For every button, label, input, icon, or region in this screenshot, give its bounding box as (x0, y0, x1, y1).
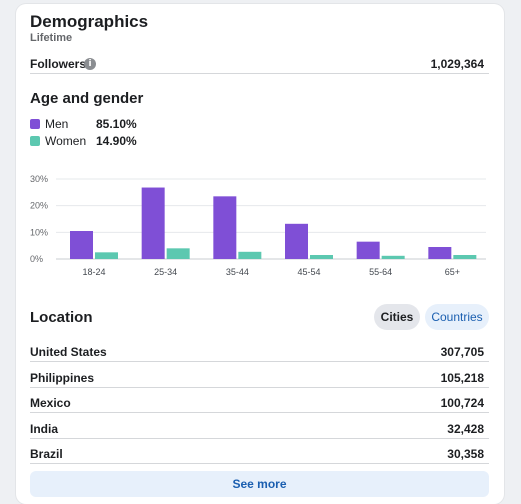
followers-label: Followers (30, 57, 87, 71)
location-row-name: Brazil (30, 447, 63, 462)
bar-men-65+ (428, 247, 452, 259)
bar-women-35-44 (238, 251, 262, 259)
page-title: Demographics (30, 12, 149, 31)
tab-cities[interactable]: Cities (374, 304, 420, 330)
location-row-value: 307,705 (440, 345, 484, 359)
legend-label-men: Men (45, 117, 69, 131)
page-subtitle: Lifetime (30, 32, 73, 44)
divider (30, 73, 489, 74)
location-row-name: Philippines (30, 370, 95, 385)
divider (30, 412, 489, 414)
see-more-button[interactable]: See more (30, 471, 489, 497)
bar-men-18-24 (70, 231, 93, 259)
location-row-name: India (30, 421, 59, 436)
legend-swatch-women (30, 136, 40, 146)
bar-men-45-54 (285, 223, 308, 259)
bar-women-18-24 (95, 252, 118, 259)
bar-men-25-34 (141, 187, 165, 259)
x-tick-label: 35-44 (226, 267, 249, 277)
bar-men-55-64 (356, 241, 380, 259)
legend-value-women: 14.90% (96, 134, 137, 148)
bar-women-25-34 (166, 248, 190, 259)
age-gender-title: Age and gender (30, 90, 144, 107)
legend-label-women: Women (45, 134, 87, 148)
divider (30, 437, 489, 439)
bar-men-35-44 (213, 196, 237, 259)
location-row-value: 100,724 (440, 396, 484, 411)
bar-women-55-64 (381, 255, 405, 259)
tab-countries[interactable]: Countries (425, 304, 489, 330)
followers-value: 1,029,364 (430, 57, 484, 71)
x-tick-label: 55-64 (369, 267, 392, 277)
y-tick-label: 30% (30, 174, 48, 184)
demographics-card: Demographics Lifetime Followers i 1,029,… (16, 4, 504, 504)
location-row-name: United States (30, 345, 107, 359)
x-tick-label: 65+ (445, 267, 460, 277)
x-tick-label: 18-24 (82, 267, 105, 277)
location-row-name: Mexico (30, 396, 71, 411)
legend-swatch-men (30, 119, 40, 129)
divider (30, 463, 489, 465)
location-row-value: 30,358 (447, 447, 484, 462)
x-tick-label: 45-54 (297, 267, 320, 277)
bar-women-45-54 (310, 255, 333, 259)
y-tick-label: 10% (30, 227, 48, 237)
bar-women-65+ (453, 255, 477, 259)
y-tick-label: 0% (30, 254, 43, 264)
y-tick-label: 20% (30, 201, 48, 211)
location-row-value: 105,218 (440, 370, 484, 385)
legend-value-men: 85.10% (96, 117, 137, 131)
location-title: Location (30, 309, 93, 326)
divider (30, 386, 489, 388)
divider (30, 361, 489, 362)
x-tick-label: 25-34 (154, 267, 177, 277)
info-icon[interactable]: i (84, 58, 96, 70)
location-row-value: 32,428 (447, 421, 484, 436)
age-gender-chart: 0% 10% 20% 30% 18-24 25-34 35-44 45-54 55-64 65+ (30, 174, 486, 277)
